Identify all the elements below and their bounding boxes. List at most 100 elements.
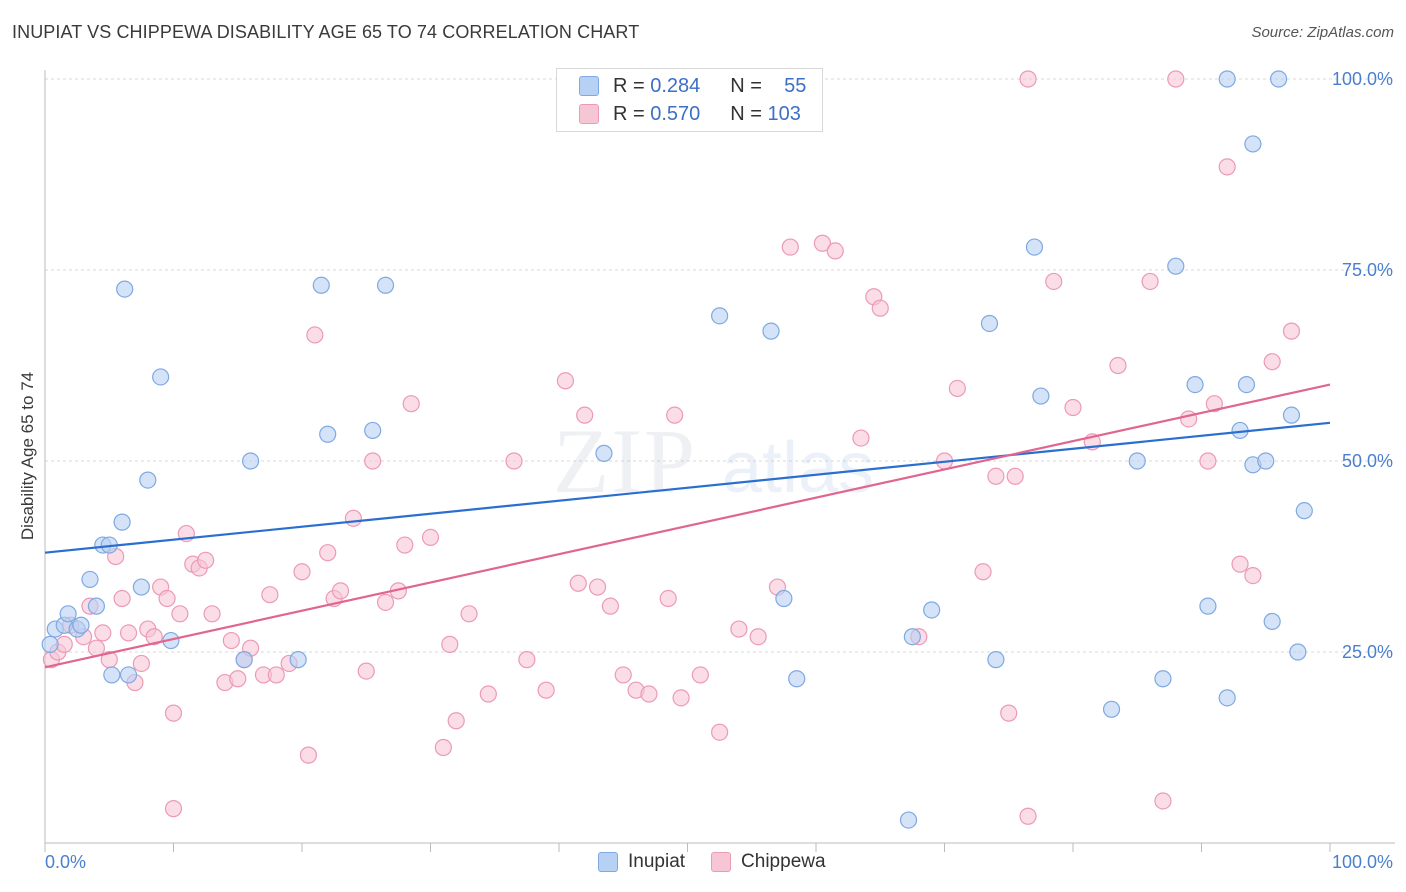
legend-item-chippewa: Chippewa xyxy=(711,851,826,873)
chippewa-point xyxy=(569,574,587,592)
y-tick-label: 75.0% xyxy=(1342,260,1393,280)
chippewa-point xyxy=(319,544,337,562)
chippewa-point xyxy=(588,578,607,596)
inupiat-point xyxy=(899,811,918,829)
chippewa-point xyxy=(826,242,844,260)
y-axis-label: Disability Age 65 to 74 xyxy=(18,372,37,540)
chippewa-points xyxy=(42,70,1301,825)
chippewa-point xyxy=(229,670,247,688)
chippewa-point xyxy=(505,452,523,470)
stats-legend: R = 0.284 N = 55 R = 0.570 N = 103 xyxy=(556,68,823,132)
inupiat-point xyxy=(903,628,921,646)
inupiat-point xyxy=(788,670,806,688)
chippewa-point xyxy=(197,551,215,569)
inupiat-point xyxy=(59,605,77,623)
chippewa-point xyxy=(261,586,279,604)
chippewa-point xyxy=(614,666,632,684)
legend-n-label: N = xyxy=(730,102,762,125)
legend-row-chippewa: R = 0.570 N = 103 xyxy=(579,100,801,128)
chippewa-point xyxy=(479,685,497,703)
series-legend: Inupiat Chippewa xyxy=(598,851,852,873)
chippewa-point xyxy=(113,589,131,608)
chippewa-point xyxy=(267,666,285,684)
inupiat-point xyxy=(103,666,121,684)
tick-labels: 25.0% 50.0% 75.0% 100.0% 0.0% 100.0% xyxy=(45,69,1393,872)
inupiat-point xyxy=(923,601,941,619)
chippewa-point xyxy=(518,651,536,669)
chippewa-point xyxy=(434,738,452,757)
inupiat-legend-swatch xyxy=(598,852,618,872)
inupiat-legend-label: Inupiat xyxy=(628,851,686,872)
chippewa-point xyxy=(813,234,832,252)
inupiat-point xyxy=(1154,670,1172,688)
inupiat-point xyxy=(116,280,134,298)
chippewa-point xyxy=(299,746,318,764)
chippewa-point xyxy=(171,605,189,623)
chippewa-point xyxy=(306,326,324,344)
chippewa-point xyxy=(421,528,440,547)
inupiat-point xyxy=(1282,406,1301,424)
chippewa-point xyxy=(659,589,677,608)
chippewa-point xyxy=(1167,70,1185,88)
inupiat-point xyxy=(1263,612,1281,631)
legend-n-label: N = xyxy=(730,74,762,97)
inupiat-point xyxy=(119,666,138,684)
inupiat-point xyxy=(72,616,90,634)
inupiat-point xyxy=(1257,452,1275,470)
chippewa-point xyxy=(1019,70,1037,88)
chippewa-point xyxy=(331,582,350,600)
watermark-zip: ZIP xyxy=(553,410,697,512)
chippewa-point xyxy=(402,395,420,413)
x-tick-label: 0.0% xyxy=(45,852,86,872)
axes xyxy=(44,70,1395,852)
chippewa-point xyxy=(781,238,799,256)
chippewa-point xyxy=(1000,704,1018,722)
inupiat-point xyxy=(1218,689,1236,707)
legend-item-inupiat: Inupiat xyxy=(598,851,685,873)
chippewa-point xyxy=(871,299,889,317)
chippewa-point xyxy=(672,689,690,707)
chippewa-point xyxy=(537,681,555,699)
inupiat-point xyxy=(139,471,157,489)
chippewa-point xyxy=(396,536,414,554)
inupiat-point xyxy=(312,276,330,294)
inupiat-point xyxy=(980,314,999,333)
y-tick-label: 25.0% xyxy=(1342,642,1393,662)
inupiat-point xyxy=(775,589,793,608)
legend-r-value: 0.284 xyxy=(650,74,701,97)
chippewa-point xyxy=(1045,272,1063,291)
chippewa-point xyxy=(601,597,620,615)
chippewa-point xyxy=(158,589,176,608)
chippewa-swatch xyxy=(579,104,599,124)
watermark-atlas: atlas xyxy=(722,428,874,508)
chippewa-point xyxy=(1244,566,1262,585)
chippewa-point xyxy=(987,467,1005,485)
chippewa-point xyxy=(1218,158,1236,176)
chippewa-point xyxy=(1199,452,1217,470)
chippewa-point xyxy=(344,509,362,527)
chippewa-point xyxy=(293,563,311,581)
legend-row-inupiat: R = 0.284 N = 55 xyxy=(579,72,806,100)
gridlines xyxy=(45,78,1395,653)
trend-lines xyxy=(44,383,1331,669)
inupiat-point xyxy=(364,421,382,440)
chippewa-point xyxy=(119,624,138,642)
chippewa-point xyxy=(132,654,150,673)
chippewa-point xyxy=(1154,792,1172,810)
chippewa-point xyxy=(852,429,870,447)
chippewa-point xyxy=(1141,272,1159,291)
chippewa-point xyxy=(948,379,966,398)
inupiat-point xyxy=(1186,376,1204,394)
legend-r-label: R = xyxy=(613,102,645,125)
chippewa-point xyxy=(556,372,575,390)
inupiat-point xyxy=(81,570,99,589)
chippewa-point xyxy=(1205,395,1223,413)
chippewa-point xyxy=(666,406,684,424)
inupiat-point xyxy=(1025,238,1044,256)
inupiat-point xyxy=(1102,700,1121,718)
chippewa-point xyxy=(749,628,767,646)
chippewa-point xyxy=(357,662,375,680)
chippewa-point xyxy=(1263,353,1281,371)
chippewa-point xyxy=(447,712,465,730)
